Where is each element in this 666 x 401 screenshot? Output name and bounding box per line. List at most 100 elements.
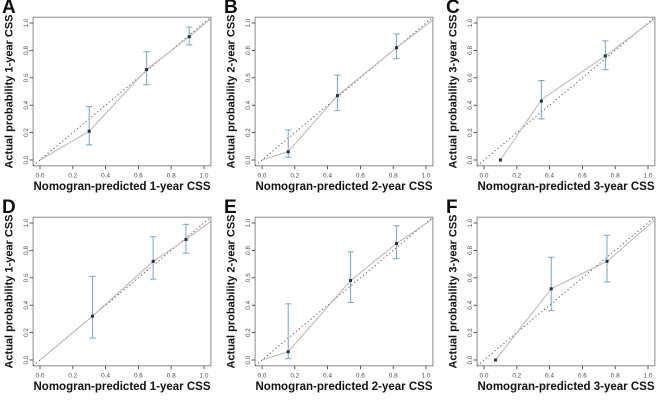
x-tick-label: 0.2 bbox=[290, 372, 299, 379]
ideal-line bbox=[254, 16, 434, 167]
data-point bbox=[605, 259, 609, 263]
y-axis-title: Actual probability 2-year CSS bbox=[225, 14, 238, 169]
y-tick-label: 0.6 bbox=[245, 273, 252, 282]
y-tick-label: 0.4 bbox=[245, 100, 252, 109]
data-point bbox=[394, 242, 398, 246]
y-tick-label: 0.8 bbox=[23, 246, 30, 255]
y-tick-label: 0.2 bbox=[23, 128, 30, 137]
calibration-curve bbox=[495, 219, 655, 361]
y-tick-label: 1.0 bbox=[23, 18, 30, 27]
y-axis-title: Actual probability 2-year CSS bbox=[225, 214, 238, 369]
y-tick-label: 0.8 bbox=[467, 46, 474, 55]
x-tick-label: 0.4 bbox=[545, 172, 554, 179]
plot-frame bbox=[476, 216, 656, 367]
ideal-line bbox=[32, 16, 212, 167]
x-tick-label: 0.6 bbox=[134, 172, 143, 179]
x-tick-label: 0.6 bbox=[134, 372, 143, 379]
y-tick-label: 0.6 bbox=[245, 73, 252, 82]
y-tick-label: 0.0 bbox=[245, 155, 252, 164]
y-tick-label: 0.0 bbox=[23, 155, 30, 164]
x-tick-label: 0.0 bbox=[258, 172, 267, 179]
data-point bbox=[286, 350, 290, 354]
y-tick-label: 0.2 bbox=[467, 328, 474, 337]
panel-E: 0.0 0.0 0.2 0.2 0.4 0.4 0.6 0.6 0.8 0.8 1.0 1.0 E A… bbox=[222, 197, 444, 400]
x-tick-label: 0.0 bbox=[480, 172, 489, 179]
x-tick-label: 0.2 bbox=[512, 372, 521, 379]
y-tick-label: 0.8 bbox=[245, 246, 252, 255]
panel-B: 0.0 0.0 0.2 0.2 0.4 0.4 0.6 0.6 0.8 0.8 1.0 1.0 B A… bbox=[222, 0, 444, 200]
panel-label: B bbox=[224, 0, 239, 18]
y-tick-label: 0.4 bbox=[245, 300, 252, 309]
x-tick-label: 0.0 bbox=[258, 372, 267, 379]
y-tick-label: 0.6 bbox=[23, 273, 30, 282]
y-tick-label: 0.8 bbox=[245, 46, 252, 55]
y-axis-title: Actual probability 1-year CSS bbox=[3, 14, 16, 169]
data-point bbox=[349, 279, 353, 283]
data-point bbox=[151, 259, 155, 263]
calibration-plot-E: 0.0 0.0 0.2 0.2 0.4 0.4 0.6 0.6 0.8 0.8 1.0 1.0 bbox=[245, 216, 434, 379]
x-tick-label: 0.6 bbox=[578, 372, 587, 379]
x-axis-title: Nomogran-predicted 1-year CSS bbox=[33, 181, 211, 193]
data-point bbox=[539, 99, 543, 103]
y-tick-label: 0.4 bbox=[467, 100, 474, 109]
x-tick-label: 1.0 bbox=[644, 372, 653, 379]
x-tick-label: 1.0 bbox=[644, 172, 653, 179]
plot-frame bbox=[254, 16, 434, 167]
data-point bbox=[187, 35, 191, 39]
data-point bbox=[549, 287, 553, 291]
plot-frame bbox=[32, 216, 212, 367]
x-tick-label: 0.4 bbox=[101, 372, 110, 379]
y-tick-label: 1.0 bbox=[245, 18, 252, 27]
y-tick-label: 0.4 bbox=[23, 300, 30, 309]
y-tick-label: 0.0 bbox=[23, 355, 30, 364]
x-tick-label: 0.2 bbox=[512, 172, 521, 179]
x-tick-label: 0.8 bbox=[611, 372, 620, 379]
x-axis-title: Nomogran-predicted 2-year CSS bbox=[255, 381, 433, 393]
data-point bbox=[145, 68, 149, 72]
y-tick-label: 0.6 bbox=[467, 73, 474, 82]
x-tick-label: 0.8 bbox=[167, 372, 176, 379]
y-tick-label: 0.0 bbox=[467, 155, 474, 164]
x-tick-label: 0.0 bbox=[36, 172, 45, 179]
x-tick-label: 0.2 bbox=[68, 172, 77, 179]
panel-D: 0.0 0.0 0.2 0.2 0.4 0.4 0.6 0.6 0.8 0.8 1.0 1.0 D A… bbox=[0, 197, 222, 400]
y-tick-label: 0.6 bbox=[467, 273, 474, 282]
x-tick-label: 0.8 bbox=[389, 172, 398, 179]
data-point bbox=[498, 158, 502, 162]
y-tick-label: 0.0 bbox=[467, 355, 474, 364]
y-tick-label: 1.0 bbox=[467, 18, 474, 27]
x-tick-label: 0.8 bbox=[611, 172, 620, 179]
x-tick-label: 0.4 bbox=[323, 172, 332, 179]
data-point bbox=[603, 54, 607, 58]
x-tick-label: 0.4 bbox=[101, 172, 110, 179]
panel-C: 0.0 0.0 0.2 0.2 0.4 0.4 0.6 0.6 0.8 0.8 1.0 1.0 C A… bbox=[444, 0, 666, 200]
panel-label: F bbox=[446, 197, 459, 218]
calibration-plot-C: 0.0 0.0 0.2 0.2 0.4 0.4 0.6 0.6 0.8 0.8 1.0 1.0 bbox=[467, 16, 656, 179]
x-tick-label: 0.4 bbox=[545, 372, 554, 379]
y-tick-label: 0.2 bbox=[467, 128, 474, 137]
y-tick-label: 0.2 bbox=[245, 128, 252, 137]
x-axis-title: Nomogran-predicted 3-year CSS bbox=[477, 181, 655, 193]
calibration-plot-B: 0.0 0.0 0.2 0.2 0.4 0.4 0.6 0.6 0.8 0.8 1.0 1.0 bbox=[245, 16, 434, 179]
y-tick-label: 0.0 bbox=[245, 355, 252, 364]
x-tick-label: 0.6 bbox=[578, 172, 587, 179]
calibration-curve bbox=[499, 18, 655, 161]
y-tick-label: 0.4 bbox=[467, 300, 474, 309]
data-point bbox=[394, 46, 398, 50]
y-tick-label: 0.6 bbox=[23, 73, 30, 82]
data-point bbox=[493, 358, 497, 362]
data-point bbox=[335, 94, 339, 98]
x-tick-label: 0.6 bbox=[356, 172, 365, 179]
panel-F: 0.0 0.0 0.2 0.2 0.4 0.4 0.6 0.6 0.8 0.8 1.0 1.0 F A… bbox=[444, 197, 666, 400]
y-axis-title: Actual probability 3-year CSS bbox=[447, 214, 460, 369]
x-tick-label: 0.0 bbox=[480, 372, 489, 379]
y-tick-label: 1.0 bbox=[467, 218, 474, 227]
plot-frame bbox=[32, 16, 212, 167]
x-tick-label: 0.2 bbox=[68, 372, 77, 379]
x-tick-label: 0.8 bbox=[167, 172, 176, 179]
x-tick-label: 1.0 bbox=[200, 172, 209, 179]
x-tick-label: 1.0 bbox=[200, 372, 209, 379]
panel-label: A bbox=[2, 0, 17, 18]
y-axis-title: Actual probability 1-year CSS bbox=[3, 214, 16, 369]
x-tick-label: 0.0 bbox=[36, 372, 45, 379]
